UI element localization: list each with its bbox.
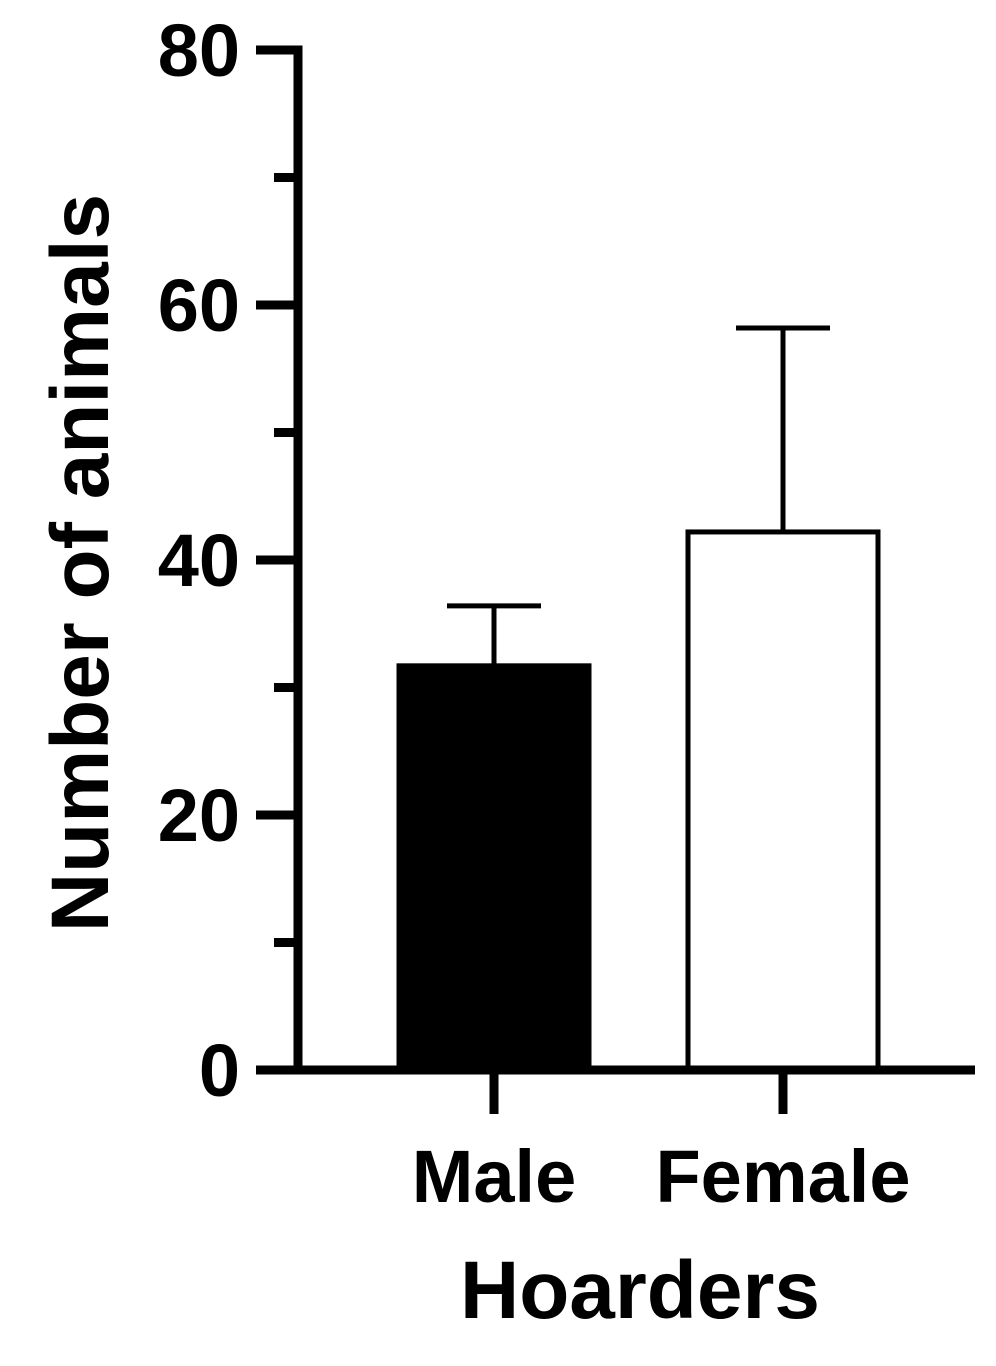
bar-female [685, 529, 881, 1073]
y-tick-label-20: 20 [158, 774, 240, 857]
x-ticks-layer: Male Female [412, 1070, 911, 1218]
y-tick-label-40: 40 [158, 519, 240, 602]
error-bars-layer [447, 325, 830, 666]
y-tick-label-60: 60 [158, 264, 240, 347]
bars-layer [396, 529, 881, 1073]
bar-male [396, 663, 592, 1073]
x-tick-label-female: Female [655, 1135, 910, 1218]
y-tick-label-80: 80 [158, 9, 240, 92]
x-axis-title: Hoarders [460, 1245, 820, 1336]
y-ticks-layer: 0 20 40 60 80 [158, 9, 298, 1112]
x-tick-label-male: Male [412, 1135, 577, 1218]
y-axis-title: Number of animals [35, 194, 126, 932]
y-tick-label-0: 0 [199, 1029, 240, 1112]
